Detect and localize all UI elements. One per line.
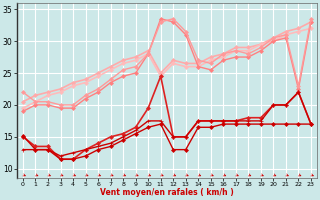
X-axis label: Vent moyen/en rafales ( km/h ): Vent moyen/en rafales ( km/h ) xyxy=(100,188,234,197)
